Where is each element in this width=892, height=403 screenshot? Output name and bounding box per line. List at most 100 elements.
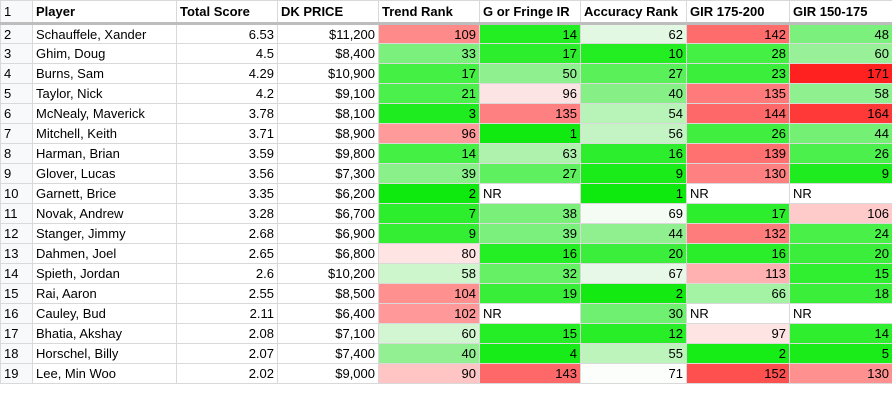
cell-accuracy-rank[interactable]: 27 [580,63,687,84]
cell-trend-rank[interactable]: 14 [378,143,480,164]
cell-dk-price[interactable]: $8,500 [277,283,379,304]
cell-gir-150-175[interactable]: 164 [789,103,892,124]
cell-accuracy-rank[interactable]: 1 [580,183,687,204]
cell-g-or-fringe-ir[interactable]: NR [479,183,581,204]
header-cell-total-score[interactable]: Total Score [176,0,278,25]
cell-gir-175-200[interactable]: 23 [686,63,790,84]
row-number[interactable]: 8 [0,143,33,164]
cell-g-or-fringe-ir[interactable]: 38 [479,203,581,224]
cell-total-score[interactable]: 2.55 [176,283,278,304]
cell-player[interactable]: Taylor, Nick [32,83,177,104]
cell-dk-price[interactable]: $6,900 [277,223,379,244]
row-number[interactable]: 6 [0,103,33,124]
cell-player[interactable]: Glover, Lucas [32,163,177,184]
row-number[interactable]: 13 [0,243,33,264]
cell-dk-price[interactable]: $6,400 [277,303,379,324]
cell-accuracy-rank[interactable]: 16 [580,143,687,164]
cell-gir-175-200[interactable]: NR [686,303,790,324]
cell-trend-rank[interactable]: 17 [378,63,480,84]
cell-gir-175-200[interactable]: 135 [686,83,790,104]
row-number[interactable]: 12 [0,223,33,244]
cell-trend-rank[interactable]: 104 [378,283,480,304]
cell-trend-rank[interactable]: 80 [378,243,480,264]
row-number[interactable]: 3 [0,43,33,64]
cell-trend-rank[interactable]: 40 [378,343,480,364]
cell-gir-150-175[interactable]: 171 [789,63,892,84]
cell-player[interactable]: McNealy, Maverick [32,103,177,124]
row-number[interactable]: 16 [0,303,33,324]
cell-g-or-fringe-ir[interactable]: NR [479,303,581,324]
cell-player[interactable]: Harman, Brian [32,143,177,164]
cell-total-score[interactable]: 3.78 [176,103,278,124]
row-number[interactable]: 2 [0,23,33,44]
cell-accuracy-rank[interactable]: 10 [580,43,687,64]
cell-trend-rank[interactable]: 109 [378,23,480,44]
cell-player[interactable]: Garnett, Brice [32,183,177,204]
cell-dk-price[interactable]: $10,200 [277,263,379,284]
cell-accuracy-rank[interactable]: 62 [580,23,687,44]
cell-dk-price[interactable]: $9,800 [277,143,379,164]
cell-gir-150-175[interactable]: 106 [789,203,892,224]
row-number[interactable]: 15 [0,283,33,304]
cell-trend-rank[interactable]: 2 [378,183,480,204]
cell-dk-price[interactable]: $9,100 [277,83,379,104]
cell-dk-price[interactable]: $8,400 [277,43,379,64]
cell-g-or-fringe-ir[interactable]: 96 [479,83,581,104]
cell-player[interactable]: Stanger, Jimmy [32,223,177,244]
cell-trend-rank[interactable]: 58 [378,263,480,284]
header-cell-gir-175-200[interactable]: GIR 175-200 [686,0,790,25]
cell-total-score[interactable]: 6.53 [176,23,278,44]
cell-gir-175-200[interactable]: 139 [686,143,790,164]
header-cell-accuracy-rank[interactable]: Accuracy Rank [580,0,687,25]
cell-gir-150-175[interactable]: NR [789,183,892,204]
cell-player[interactable]: Burns, Sam [32,63,177,84]
cell-trend-rank[interactable]: 39 [378,163,480,184]
cell-dk-price[interactable]: $10,900 [277,63,379,84]
row-number[interactable]: 11 [0,203,33,224]
header-cell-gir-150-175[interactable]: GIR 150-175 [789,0,892,25]
cell-gir-175-200[interactable]: 130 [686,163,790,184]
header-cell-player[interactable]: Player [32,0,177,25]
cell-trend-rank[interactable]: 102 [378,303,480,324]
cell-gir-150-175[interactable]: 20 [789,243,892,264]
cell-g-or-fringe-ir[interactable]: 17 [479,43,581,64]
cell-player[interactable]: Mitchell, Keith [32,123,177,144]
cell-gir-175-200[interactable]: 142 [686,23,790,44]
cell-total-score[interactable]: 2.6 [176,263,278,284]
cell-total-score[interactable]: 2.68 [176,223,278,244]
cell-total-score[interactable]: 3.71 [176,123,278,144]
row-number[interactable]: 18 [0,343,33,364]
cell-dk-price[interactable]: $7,300 [277,163,379,184]
cell-trend-rank[interactable]: 96 [378,123,480,144]
cell-accuracy-rank[interactable]: 40 [580,83,687,104]
cell-player[interactable]: Novak, Andrew [32,203,177,224]
header-cell-g-or-fringe-ir[interactable]: G or Fringe IR [479,0,581,25]
cell-g-or-fringe-ir[interactable]: 4 [479,343,581,364]
cell-dk-price[interactable]: $11,200 [277,23,379,44]
cell-player[interactable]: Cauley, Bud [32,303,177,324]
cell-gir-175-200[interactable]: 16 [686,243,790,264]
cell-gir-150-175[interactable]: 26 [789,143,892,164]
cell-dk-price[interactable]: $7,100 [277,323,379,344]
cell-g-or-fringe-ir[interactable]: 19 [479,283,581,304]
cell-player[interactable]: Horschel, Billy [32,343,177,364]
cell-gir-175-200[interactable]: NR [686,183,790,204]
cell-g-or-fringe-ir[interactable]: 63 [479,143,581,164]
cell-gir-175-200[interactable]: 17 [686,203,790,224]
cell-total-score[interactable]: 3.56 [176,163,278,184]
cell-accuracy-rank[interactable]: 56 [580,123,687,144]
cell-player[interactable]: Schauffele, Xander [32,23,177,44]
row-number[interactable]: 10 [0,183,33,204]
header-cell-dk-price[interactable]: DK PRICE [277,0,379,25]
cell-gir-175-200[interactable]: 144 [686,103,790,124]
header-cell-trend-rank[interactable]: Trend Rank [378,0,480,25]
cell-dk-price[interactable]: $9,000 [277,363,379,384]
row-number[interactable]: 14 [0,263,33,284]
cell-dk-price[interactable]: $8,100 [277,103,379,124]
row-number[interactable]: 19 [0,363,33,384]
cell-g-or-fringe-ir[interactable]: 50 [479,63,581,84]
cell-trend-rank[interactable]: 7 [378,203,480,224]
row-number[interactable]: 5 [0,83,33,104]
cell-gir-150-175[interactable]: 5 [789,343,892,364]
cell-trend-rank[interactable]: 3 [378,103,480,124]
